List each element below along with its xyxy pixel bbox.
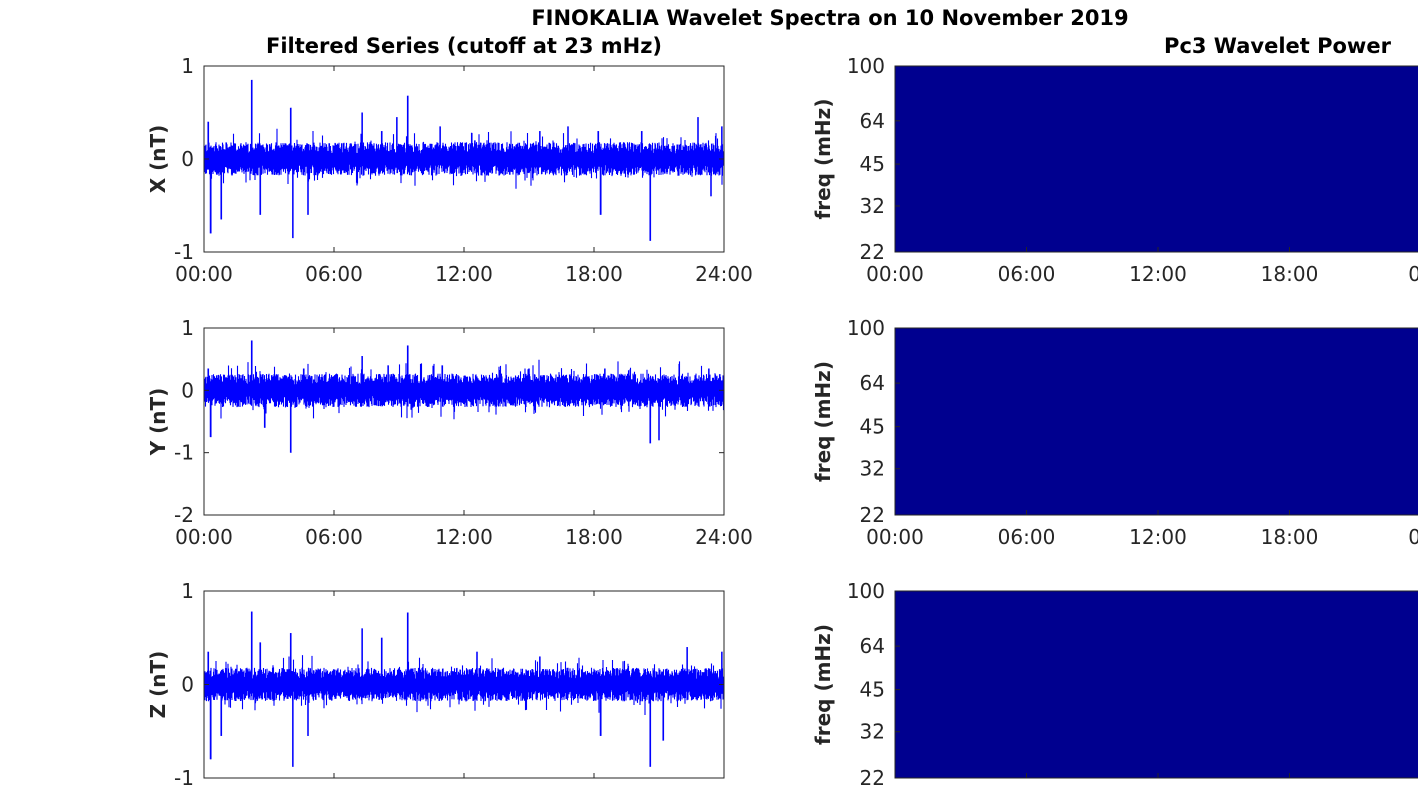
axes-box-y [203, 327, 725, 516]
spectrum-axes-box-3 [894, 590, 1418, 779]
spectrum-x-tick-label: 12:00 [1129, 262, 1187, 286]
spectrum-y-tick-label: 64 [860, 371, 885, 395]
spectrum-y-tick-label: 32 [860, 194, 885, 218]
x-tick-label-y: 06:00 [305, 525, 363, 549]
x-tick-label-x: 12:00 [435, 262, 493, 286]
spectrum-axes-box-2 [894, 327, 1418, 516]
spectrum-y-tick-label: 100 [847, 54, 885, 78]
spectrum-y-tick-label: 100 [847, 316, 885, 340]
spectrum-x-tick-label: 18:00 [1261, 262, 1319, 286]
spectrum-x-tick-label: 00 [1408, 262, 1418, 286]
spectrum-x-tick-label: 06:00 [998, 525, 1056, 549]
y-tick-label-x: 0 [181, 147, 194, 171]
spectrum-y-tick-label: 32 [860, 720, 885, 744]
spectrum-x-tick-label: 00:00 [866, 525, 924, 549]
y-tick-label-y: 0 [181, 378, 194, 402]
spectrum-y-tick-label: 64 [860, 634, 885, 658]
spectrum-y-tick-label: 45 [860, 678, 885, 702]
spectrum-y-tick-label: 32 [860, 457, 885, 481]
spectrum-x-tick-label: 12:00 [1129, 525, 1187, 549]
x-tick-label-x: 06:00 [305, 262, 363, 286]
x-tick-label-x: 18:00 [565, 262, 623, 286]
spectrum-y-tick-label: 22 [860, 240, 885, 264]
wavelet-power-map-3 [895, 591, 1418, 778]
series-x-line [203, 79, 725, 241]
spectrum-y-axis-label: freq (mHz) [811, 99, 835, 220]
filtered-series-title: Filtered Series (cutoff at 23 mHz) [265, 34, 663, 58]
series-y-line [203, 340, 725, 453]
spectrum-x-tick-label: 06:00 [998, 262, 1056, 286]
spectrum-y-axis-label: freq (mHz) [811, 361, 835, 482]
figure-title: FINOKALIA Wavelet Spectra on 10 November… [531, 6, 1129, 30]
spectrum-y-axis-label: freq (mHz) [811, 624, 835, 745]
y-axis-label-y: Y (nT) [146, 388, 170, 457]
y-tick-label-y: -2 [174, 503, 194, 527]
y-axis-label-z: Z (nT) [146, 651, 170, 719]
spectrum-axes-box-1 [894, 65, 1418, 253]
x-tick-label-x: 24:00 [695, 262, 753, 286]
x-tick-label-y: 18:00 [565, 525, 623, 549]
spectrum-y-tick-label: 45 [860, 152, 885, 176]
y-tick-label-z: -1 [174, 766, 194, 788]
spectrum-y-tick-label: 22 [860, 503, 885, 527]
x-tick-label-y: 00:00 [175, 525, 233, 549]
y-tick-label-z: 1 [181, 579, 194, 603]
y-axis-label-x: X (nT) [146, 125, 170, 194]
y-tick-label-y: 1 [181, 316, 194, 340]
x-tick-label-y: 12:00 [435, 525, 493, 549]
spectrum-y-tick-label: 45 [860, 415, 885, 439]
y-tick-label-y: -1 [174, 441, 194, 465]
spectrum-y-tick-label: 22 [860, 766, 885, 788]
x-tick-label-y: 24:00 [695, 525, 753, 549]
spectrum-x-tick-label: 00 [1408, 525, 1418, 549]
spectrum-y-tick-label: 100 [847, 579, 885, 603]
x-tick-label-x: 00:00 [175, 262, 233, 286]
y-tick-label-x: 1 [181, 54, 194, 78]
wavelet-power-title: Pc3 Wavelet Power [1164, 34, 1391, 58]
spectrum-x-tick-label: 18:00 [1261, 525, 1319, 549]
wavelet-power-map-1 [895, 66, 1418, 252]
series-z-line [203, 611, 725, 767]
y-tick-label-x: -1 [174, 240, 194, 264]
spectrum-x-tick-label: 00:00 [866, 262, 924, 286]
wavelet-power-map-2 [895, 328, 1418, 515]
y-tick-label-z: 0 [181, 673, 194, 697]
spectrum-y-tick-label: 64 [860, 109, 885, 133]
